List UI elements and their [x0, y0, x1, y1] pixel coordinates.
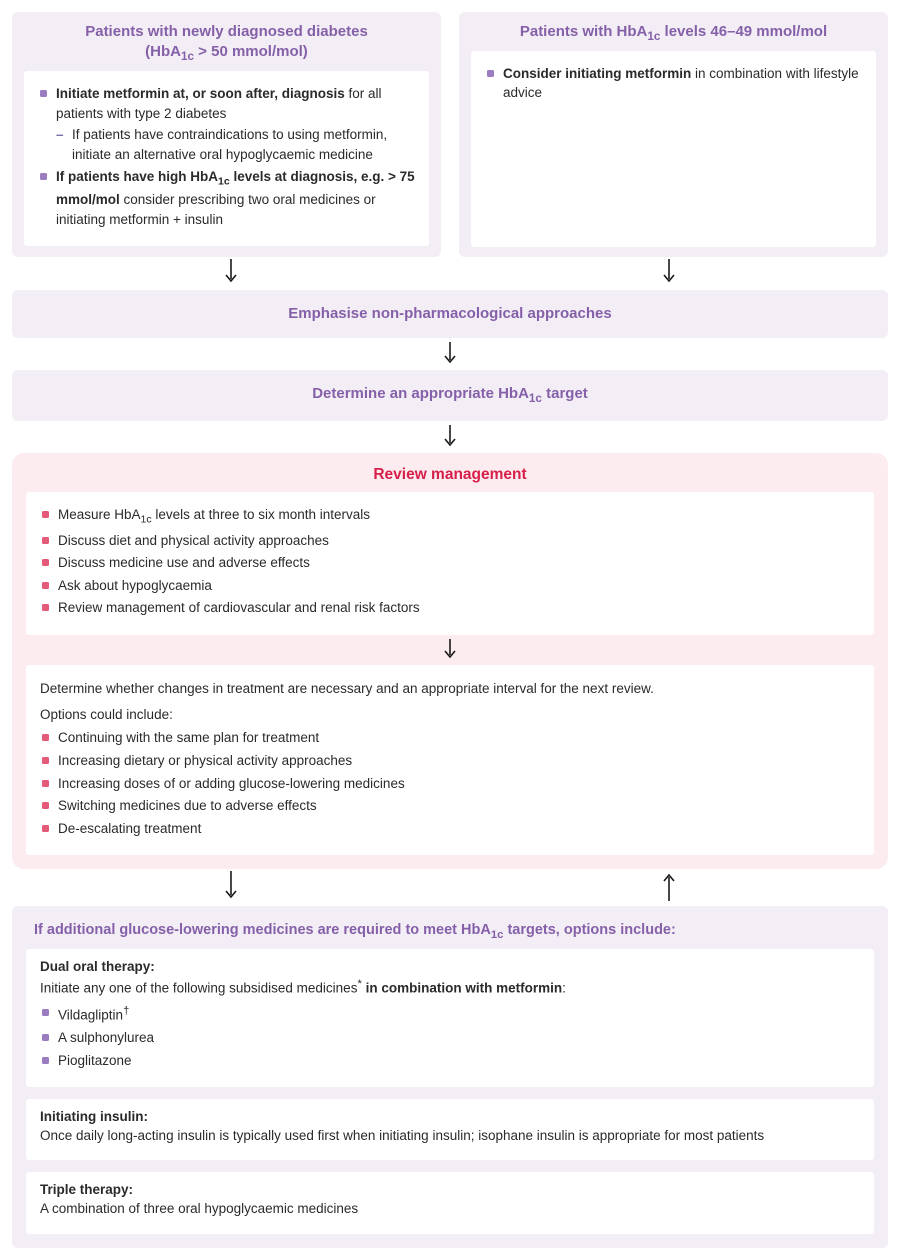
- opt-deescalate: De-escalating treatment: [40, 819, 860, 839]
- dual-pioglitazone: Pioglitazone: [40, 1051, 860, 1071]
- panel-hba1c-46-49: Patients with HbA1c levels 46–49 mmol/mo…: [459, 12, 888, 257]
- review-item-medicine: Discuss medicine use and adverse effects: [40, 553, 860, 573]
- opt-increase-diet: Increasing dietary or physical activity …: [40, 751, 860, 771]
- bullet-initiate-metformin: Initiate metformin at, or soon after, di…: [38, 84, 415, 164]
- title-line2-post: > 50 mmol/mol): [194, 43, 308, 60]
- insulin-title: Initiating insulin:: [40, 1109, 860, 1124]
- arrow-down-icon: [662, 257, 676, 287]
- panel-emphasise: Emphasise non-pharmacological approaches: [12, 290, 888, 338]
- title-emphasise: Emphasise non-pharmacological approaches: [24, 304, 876, 324]
- triple-title: Triple therapy:: [40, 1182, 860, 1197]
- panel-additional-medicines: If additional glucose-lowering medicines…: [12, 906, 888, 1247]
- review-item-cv-renal: Review management of cardiovascular and …: [40, 598, 860, 618]
- add-pre: If additional glucose-lowering medicines…: [34, 922, 491, 938]
- arrow-down-icon: [443, 340, 457, 368]
- opt-continue: Continuing with the same plan for treatm…: [40, 728, 860, 748]
- dual-intro-post: :: [562, 981, 566, 996]
- det-sub: 1c: [529, 392, 542, 405]
- arrow-loop-row: [12, 869, 888, 906]
- b2-pre: If patients have high HbA: [56, 169, 218, 184]
- title-46-49: Patients with HbA1c levels 46–49 mmol/mo…: [471, 22, 876, 45]
- triple-text: A combination of three oral hypoglycaemi…: [40, 1199, 860, 1219]
- panel-determine-target: Determine an appropriate HbA1c target: [12, 370, 888, 421]
- b2-sub: 1c: [218, 176, 230, 188]
- bullet-text-bold: Initiate metformin at, or soon after, di…: [56, 86, 345, 101]
- tr-post: levels 46–49 mmol/mol: [660, 23, 827, 40]
- r1-pre: Measure HbA: [58, 507, 141, 522]
- dual-intro-bold: in combination with metformin: [362, 981, 562, 996]
- det-pre: Determine an appropriate HbA: [312, 385, 529, 402]
- bullet-high-hba1c: If patients have high HbA1c levels at di…: [38, 167, 415, 229]
- dual-title: Dual oral therapy:: [40, 959, 860, 974]
- block-triple-therapy: Triple therapy: A combination of three o…: [26, 1172, 874, 1233]
- arrow-down-icon: [224, 869, 238, 903]
- title-review: Review management: [26, 465, 874, 486]
- content-46-49: Consider initiating metformin in combina…: [471, 51, 876, 247]
- arrow-3: [12, 421, 888, 453]
- dual-vildagliptin: Vildagliptin†: [40, 1003, 860, 1025]
- review-item-hypo: Ask about hypoglycaemia: [40, 576, 860, 596]
- review-item-diet: Discuss diet and physical activity appro…: [40, 531, 860, 551]
- r1-sub: 1c: [141, 513, 152, 525]
- dual-sulphonylurea: A sulphonylurea: [40, 1028, 860, 1048]
- arrow-2: [12, 338, 888, 370]
- block-insulin: Initiating insulin: Once daily long-acti…: [26, 1099, 874, 1160]
- arrow-up-icon: [662, 869, 676, 903]
- add-sub: 1c: [491, 929, 504, 941]
- review-list-2: Determine whether changes in treatment a…: [26, 665, 874, 855]
- r1-post: levels at three to six month intervals: [152, 507, 370, 522]
- opt-switch: Switching medicines due to adverse effec…: [40, 796, 860, 816]
- panel-newly-diagnosed: Patients with newly diagnosed diabetes (…: [12, 12, 441, 257]
- add-post: targets, options include:: [503, 922, 675, 938]
- review-item-measure: Measure HbA1c levels at three to six mon…: [40, 505, 860, 528]
- panel-review-management: Review management Measure HbA1c levels a…: [12, 453, 888, 869]
- review-options-label: Options could include:: [40, 705, 860, 725]
- tr-sub: 1c: [647, 30, 660, 43]
- arrow-down-icon: [224, 257, 238, 287]
- arrow-row-1: [12, 257, 888, 290]
- review-list-1: Measure HbA1c levels at three to six mon…: [26, 492, 874, 635]
- dual-intro-pre: Initiate any one of the following subsid…: [40, 981, 357, 996]
- tr-pre: Patients with HbA: [520, 23, 648, 40]
- title-line1: Patients with newly diagnosed diabetes: [85, 23, 368, 40]
- title-line2-pre: (HbA: [145, 43, 181, 60]
- arrow-down-icon: [443, 637, 457, 663]
- review-determine-text: Determine whether changes in treatment a…: [40, 679, 860, 699]
- content-newly-diagnosed: Initiate metformin at, or soon after, di…: [24, 71, 429, 246]
- dual-intro: Initiate any one of the following subsid…: [40, 976, 860, 999]
- opt-increase-dose: Increasing doses of or adding glucose-lo…: [40, 774, 860, 794]
- insulin-text: Once daily long-acting insulin is typica…: [40, 1126, 860, 1146]
- sub-bullet-contraindication: If patients have contraindications to us…: [56, 125, 415, 164]
- arrow-inner-review: [26, 635, 874, 665]
- heading-additional: If additional glucose-lowering medicines…: [26, 916, 874, 943]
- dual-i1: Vildagliptin: [58, 1007, 123, 1022]
- arrow-down-icon: [443, 423, 457, 451]
- det-post: target: [542, 385, 588, 402]
- title-newly-diagnosed: Patients with newly diagnosed diabetes (…: [24, 22, 429, 65]
- block-dual-therapy: Dual oral therapy: Initiate any one of t…: [26, 949, 874, 1087]
- bullet-consider-metformin: Consider initiating metformin in combina…: [485, 64, 862, 103]
- title-determine: Determine an appropriate HbA1c target: [24, 384, 876, 407]
- dual-i1-sup: †: [123, 1005, 129, 1017]
- title-line2-sub: 1c: [181, 50, 194, 63]
- tr-b1-bold: Consider initiating metformin: [503, 66, 691, 81]
